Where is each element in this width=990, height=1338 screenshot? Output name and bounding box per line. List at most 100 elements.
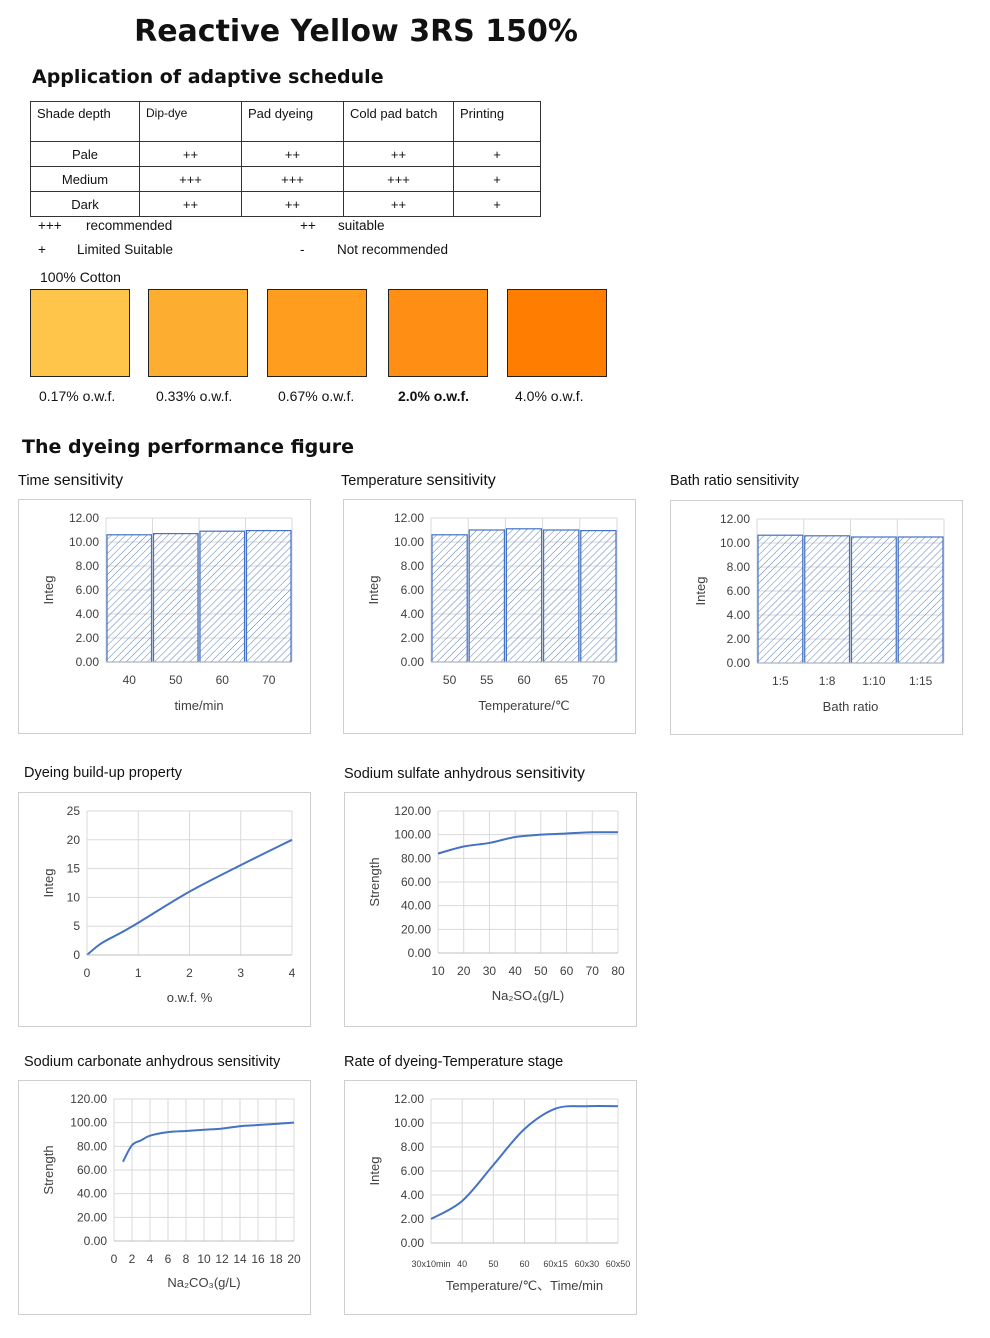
x-tick-label: 20 <box>457 964 471 978</box>
schedule-table: Shade depth Dip-dye Pad dyeing Cold pad … <box>30 101 541 217</box>
column-header: Printing <box>453 101 541 142</box>
x-tick-label: 50 <box>534 964 548 978</box>
table-cell: Dark <box>30 191 140 217</box>
x-tick-label: 65 <box>555 673 569 687</box>
y-tick-label: 0.00 <box>408 946 432 960</box>
y-tick-label: 8.00 <box>401 1140 425 1154</box>
table-cell: ++ <box>241 191 344 217</box>
performance-heading: The dyeing performance figure <box>22 436 355 458</box>
shade-swatch <box>148 289 248 377</box>
shade-label: 0.67% o.w.f. <box>278 388 355 404</box>
x-tick-label: 50 <box>443 673 457 687</box>
chart-title-bath-ratio: Bath ratio sensitivity <box>670 473 799 489</box>
chart-title-rate: Rate of dyeing-Temperature stage <box>344 1054 564 1070</box>
chart-bath-ratio-sensitivity: 0.00 2.00 4.00 6.00 8.00 10.00 12.00 Integ Bath … <box>670 500 963 735</box>
x-tick-label: 1:10 <box>862 674 886 688</box>
y-tick-label: 12.00 <box>394 1092 424 1106</box>
column-header: Dip-dye <box>139 101 242 142</box>
x-tick-label: 30 <box>483 964 497 978</box>
y-tick-label: 4.00 <box>727 608 751 622</box>
chart-title-time: Time sensitivity <box>18 472 124 489</box>
chart-svg: 0.00 2.00 4.00 6.00 8.00 10.00 12.00 Integ time/… <box>41 511 293 713</box>
x-tick-label: 6 <box>165 1252 172 1266</box>
chart-svg: 0.00 20.00 40.00 60.00 80.00 100.00 120.00 Stre… <box>367 804 625 1003</box>
x-tick-label: 18 <box>269 1252 283 1266</box>
x-tick-label: 60x15 <box>543 1259 568 1269</box>
legend-text: recommended <box>86 218 173 233</box>
bar <box>505 528 543 663</box>
x-axis-label: Temperature/℃、Time/min <box>446 1278 603 1293</box>
y-tick-label: 0 <box>73 948 80 962</box>
page-title: Reactive Yellow 3RS 150% <box>134 14 578 49</box>
chart-svg: 0 5 10 15 20 25 Integ o.w.f. % 0 1 2 3 4 <box>41 804 296 1005</box>
x-tick-label: 2 <box>129 1252 136 1266</box>
table-cell: Pale <box>30 141 140 167</box>
legend-text: Limited Suitable <box>77 242 174 257</box>
y-axis-label: Integ <box>367 1157 382 1186</box>
bar <box>580 530 617 663</box>
column-header: Cold pad batch <box>343 101 454 142</box>
table-row: Medium +++ +++ +++ + <box>30 166 541 192</box>
table-cell: + <box>453 141 541 167</box>
table-row: Dark ++ ++ ++ + <box>30 191 541 217</box>
x-tick-label: 14 <box>233 1252 247 1266</box>
y-tick-label: 60.00 <box>401 875 431 889</box>
table-cell: +++ <box>343 166 454 192</box>
legend-text: suitable <box>338 218 385 233</box>
chart-svg: 0.00 20.00 40.00 60.00 80.00 100.00 120.00 Stre… <box>41 1092 301 1290</box>
chart-rate-of-dyeing: 0.00 2.00 4.00 6.00 8.00 10.00 12.00 Integ Tempe… <box>344 1080 637 1315</box>
shade-swatch <box>30 289 130 377</box>
y-tick-label: 6.00 <box>401 1164 425 1178</box>
y-tick-label: 100.00 <box>70 1116 107 1130</box>
x-tick-label: 12 <box>215 1252 229 1266</box>
x-tick-label: 40 <box>457 1259 467 1269</box>
y-tick-label: 2.00 <box>76 631 100 645</box>
chart-title-sulfate: Sodium sulfate anhydrous sensitivity <box>344 765 586 782</box>
y-tick-label: 10 <box>67 890 81 904</box>
table-cell: Medium <box>30 166 140 192</box>
series-line <box>430 1105 619 1220</box>
table-cell: ++ <box>343 141 454 167</box>
bar <box>431 534 468 663</box>
bar <box>850 536 897 664</box>
chart-svg: 0.00 2.00 4.00 6.00 8.00 10.00 12.00 Integ Tempe… <box>366 511 618 713</box>
table-header-row: Shade depth Dip-dye Pad dyeing Cold pad … <box>30 101 541 142</box>
series-line <box>437 831 619 855</box>
table-cell: ++ <box>139 141 242 167</box>
series-line <box>122 1121 295 1163</box>
y-tick-label: 10.00 <box>394 535 424 549</box>
y-tick-label: 120.00 <box>394 804 431 818</box>
shade-swatch <box>507 289 607 377</box>
y-tick-label: 10.00 <box>394 1116 424 1130</box>
x-tick-label: 1:5 <box>772 674 789 688</box>
y-tick-label: 40.00 <box>401 899 431 913</box>
y-tick-label: 20.00 <box>401 922 431 936</box>
y-tick-label: 0.00 <box>727 656 751 670</box>
y-tick-label: 5 <box>73 919 80 933</box>
substrate-label: 100% Cotton <box>40 269 121 285</box>
bar <box>897 536 944 664</box>
y-tick-label: 15 <box>67 862 81 876</box>
shade-label: 0.33% o.w.f. <box>156 388 233 404</box>
y-tick-label: 0.00 <box>401 1236 425 1250</box>
x-tick-label: 70 <box>262 673 276 687</box>
x-tick-label: 70 <box>586 964 600 978</box>
x-tick-label: 60 <box>519 1259 529 1269</box>
y-tick-label: 0.00 <box>84 1234 108 1248</box>
x-tick-label: 16 <box>251 1252 265 1266</box>
y-tick-label: 2.00 <box>401 1212 425 1226</box>
y-axis-label: Strength <box>367 857 382 906</box>
y-tick-label: 6.00 <box>76 583 100 597</box>
x-tick-label: 60 <box>517 673 531 687</box>
y-tick-label: 40.00 <box>77 1187 107 1201</box>
y-tick-label: 4.00 <box>401 607 425 621</box>
y-tick-label: 20 <box>67 833 81 847</box>
x-tick-label: 20 <box>287 1252 301 1266</box>
bar <box>245 530 292 663</box>
x-axis-label: Bath ratio <box>823 699 879 714</box>
x-tick-label: 60x50 <box>606 1259 631 1269</box>
y-tick-label: 0.00 <box>76 655 100 669</box>
y-axis-label: Integ <box>366 576 381 605</box>
y-tick-label: 120.00 <box>70 1092 107 1106</box>
y-tick-label: 6.00 <box>727 584 751 598</box>
